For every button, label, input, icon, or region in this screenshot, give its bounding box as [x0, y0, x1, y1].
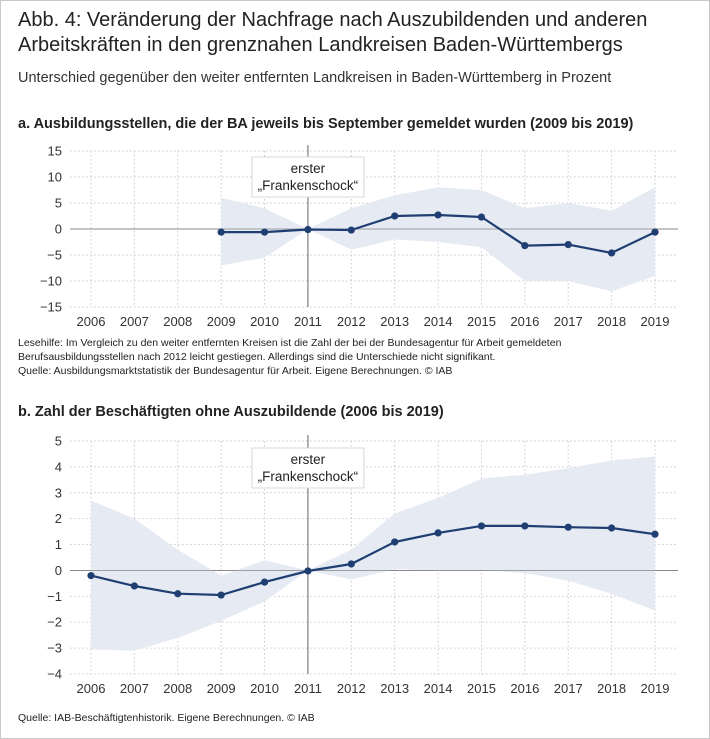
chart-a-event-annotation: erster „Frankenschock“	[251, 156, 365, 198]
chart-a-ytick-label: 15	[48, 144, 62, 159]
chart-b-data-point	[260, 578, 269, 586]
chart-b-xtick-label: 2011	[294, 681, 322, 696]
chart-b-data-point	[651, 530, 659, 538]
chart-a-data-point	[217, 228, 225, 236]
chart-a-data-point	[304, 225, 312, 234]
chart-b-data-point	[434, 529, 442, 537]
chart-a-confidence-band	[221, 187, 655, 292]
chart-a-xtick-label: 2011	[294, 314, 322, 329]
chart-b-xtick-label: 2006	[77, 681, 106, 696]
chart-b-ytick-label: 4	[55, 459, 62, 474]
chart-a-ytick-label: 10	[48, 170, 62, 185]
panel-b-source: Quelle: IAB-Beschäftigtenhistorik. Eigen…	[18, 712, 315, 724]
chart-a: 15 10 5 0 −5 −10 −15 2006 2007 2008 2009 2010 2011 20…	[40, 144, 678, 329]
chart-b-data-point	[391, 538, 399, 546]
chart-a-xtick-label: 2016	[510, 314, 539, 329]
chart-b-ytick-label: 3	[55, 485, 62, 500]
chart-b-data-point	[217, 591, 225, 599]
chart-a-data-point	[477, 213, 486, 221]
chart-b-event-annotation: erster „Frankenschock“	[251, 447, 365, 489]
chart-a-xtick-label: 2013	[380, 314, 409, 329]
figure-title: Abb. 4: Veränderung der Nachfrage nach A…	[18, 9, 648, 56]
chart-a-ytick-label: 5	[55, 196, 62, 211]
chart-a-xtick-label: 2018	[597, 314, 626, 329]
panel-a-source: Quelle: Ausbildungsmarktstatistik der Bu…	[18, 365, 453, 377]
chart-b-ytick-label: −3	[47, 641, 62, 656]
chart-b-ytick-label: −1	[47, 589, 62, 604]
chart-a-annotation-line2: „Frankenschock“	[258, 178, 359, 193]
panel-a-note-line1: Lesehilfe: Im Vergleich zu den weiter en…	[18, 337, 562, 349]
chart-a-xtick-label: 2012	[337, 314, 366, 329]
chart-b: 5 4 3 2 1 0 −1 −2 −3 −4 2006 2007 2008 2009 2010 2011 20…	[47, 434, 678, 696]
chart-a-data-point	[564, 241, 572, 249]
chart-a-ytick-label: −5	[47, 248, 62, 263]
chart-b-series-line	[90, 524, 656, 597]
chart-b-xtick-label: 2008	[163, 681, 192, 696]
chart-a-xtick-label: 2015	[467, 314, 496, 329]
chart-a-data-point	[651, 228, 659, 236]
chart-a-xtick-label: 2007	[120, 314, 149, 329]
chart-b-data-point	[521, 522, 529, 530]
chart-b-data-point	[564, 523, 572, 531]
chart-b-xtick-label: 2013	[380, 681, 409, 696]
chart-a-data-point	[347, 226, 355, 234]
chart-b-ytick-label: −4	[47, 667, 62, 682]
chart-a-xtick-label: 2019	[641, 314, 670, 329]
chart-b-data-point	[477, 522, 486, 530]
chart-a-annotation-line1: erster	[291, 161, 326, 176]
chart-a-data-point	[434, 211, 442, 219]
chart-b-ytick-label: 5	[55, 434, 62, 449]
chart-b-xtick-label: 2009	[207, 681, 236, 696]
chart-b-data-point	[87, 572, 95, 580]
chart-a-data-point	[521, 242, 529, 250]
chart-b-xtick-label: 2019	[641, 681, 670, 696]
chart-b-xtick-label: 2007	[120, 681, 149, 696]
chart-b-xtick-label: 2016	[510, 681, 539, 696]
chart-b-data-point	[347, 560, 355, 568]
chart-b-data-point	[304, 567, 312, 575]
chart-b-xtick-label: 2014	[424, 681, 453, 696]
chart-a-xtick-label: 2006	[77, 314, 106, 329]
chart-b-xtick-label: 2017	[554, 681, 583, 696]
panel-a-heading: a. Ausbildungsstellen, die der BA jeweil…	[18, 116, 634, 132]
figure-subtitle: Unterschied gegenüber den weiter entfern…	[18, 70, 612, 86]
chart-a-data-point	[260, 228, 269, 236]
chart-b-xtick-label: 2018	[597, 681, 626, 696]
chart-b-annotation-line2: „Frankenschock“	[258, 469, 359, 484]
chart-b-data-point	[608, 524, 616, 532]
chart-b-xtick-label: 2012	[337, 681, 366, 696]
chart-a-xtick-label: 2008	[163, 314, 192, 329]
chart-b-ytick-label: −2	[47, 615, 62, 630]
panel-a-note-line2: Berufsausbildungsstellen nach 2012 leich…	[18, 351, 496, 363]
chart-b-ytick-label: 0	[55, 563, 62, 578]
chart-b-data-point	[174, 590, 182, 598]
chart-b-ytick-label: 1	[55, 537, 62, 552]
chart-b-xtick-label: 2010	[250, 681, 279, 696]
chart-a-data-point	[391, 212, 399, 220]
chart-a-ytick-label: −15	[40, 300, 62, 315]
panel-b-heading: b. Zahl der Beschäftigten ohne Auszubild…	[18, 404, 444, 420]
chart-b-annotation-box	[251, 447, 365, 489]
chart-b-xtick-label: 2015	[467, 681, 496, 696]
chart-a-ytick-label: −10	[40, 274, 62, 289]
chart-b-data-point	[130, 582, 138, 590]
chart-a-annotation-box	[251, 156, 365, 198]
chart-a-xtick-label: 2010	[250, 314, 279, 329]
chart-b-annotation-line1: erster	[291, 452, 326, 467]
chart-a-data-point	[608, 249, 616, 257]
chart-a-xtick-label: 2014	[424, 314, 453, 329]
chart-a-ytick-label: 0	[55, 222, 62, 237]
panel-a-note: Lesehilfe: Im Vergleich zu den weiter en…	[18, 336, 561, 378]
chart-b-ytick-label: 2	[55, 511, 62, 526]
chart-a-xtick-label: 2017	[554, 314, 583, 329]
chart-a-xtick-label: 2009	[207, 314, 236, 329]
